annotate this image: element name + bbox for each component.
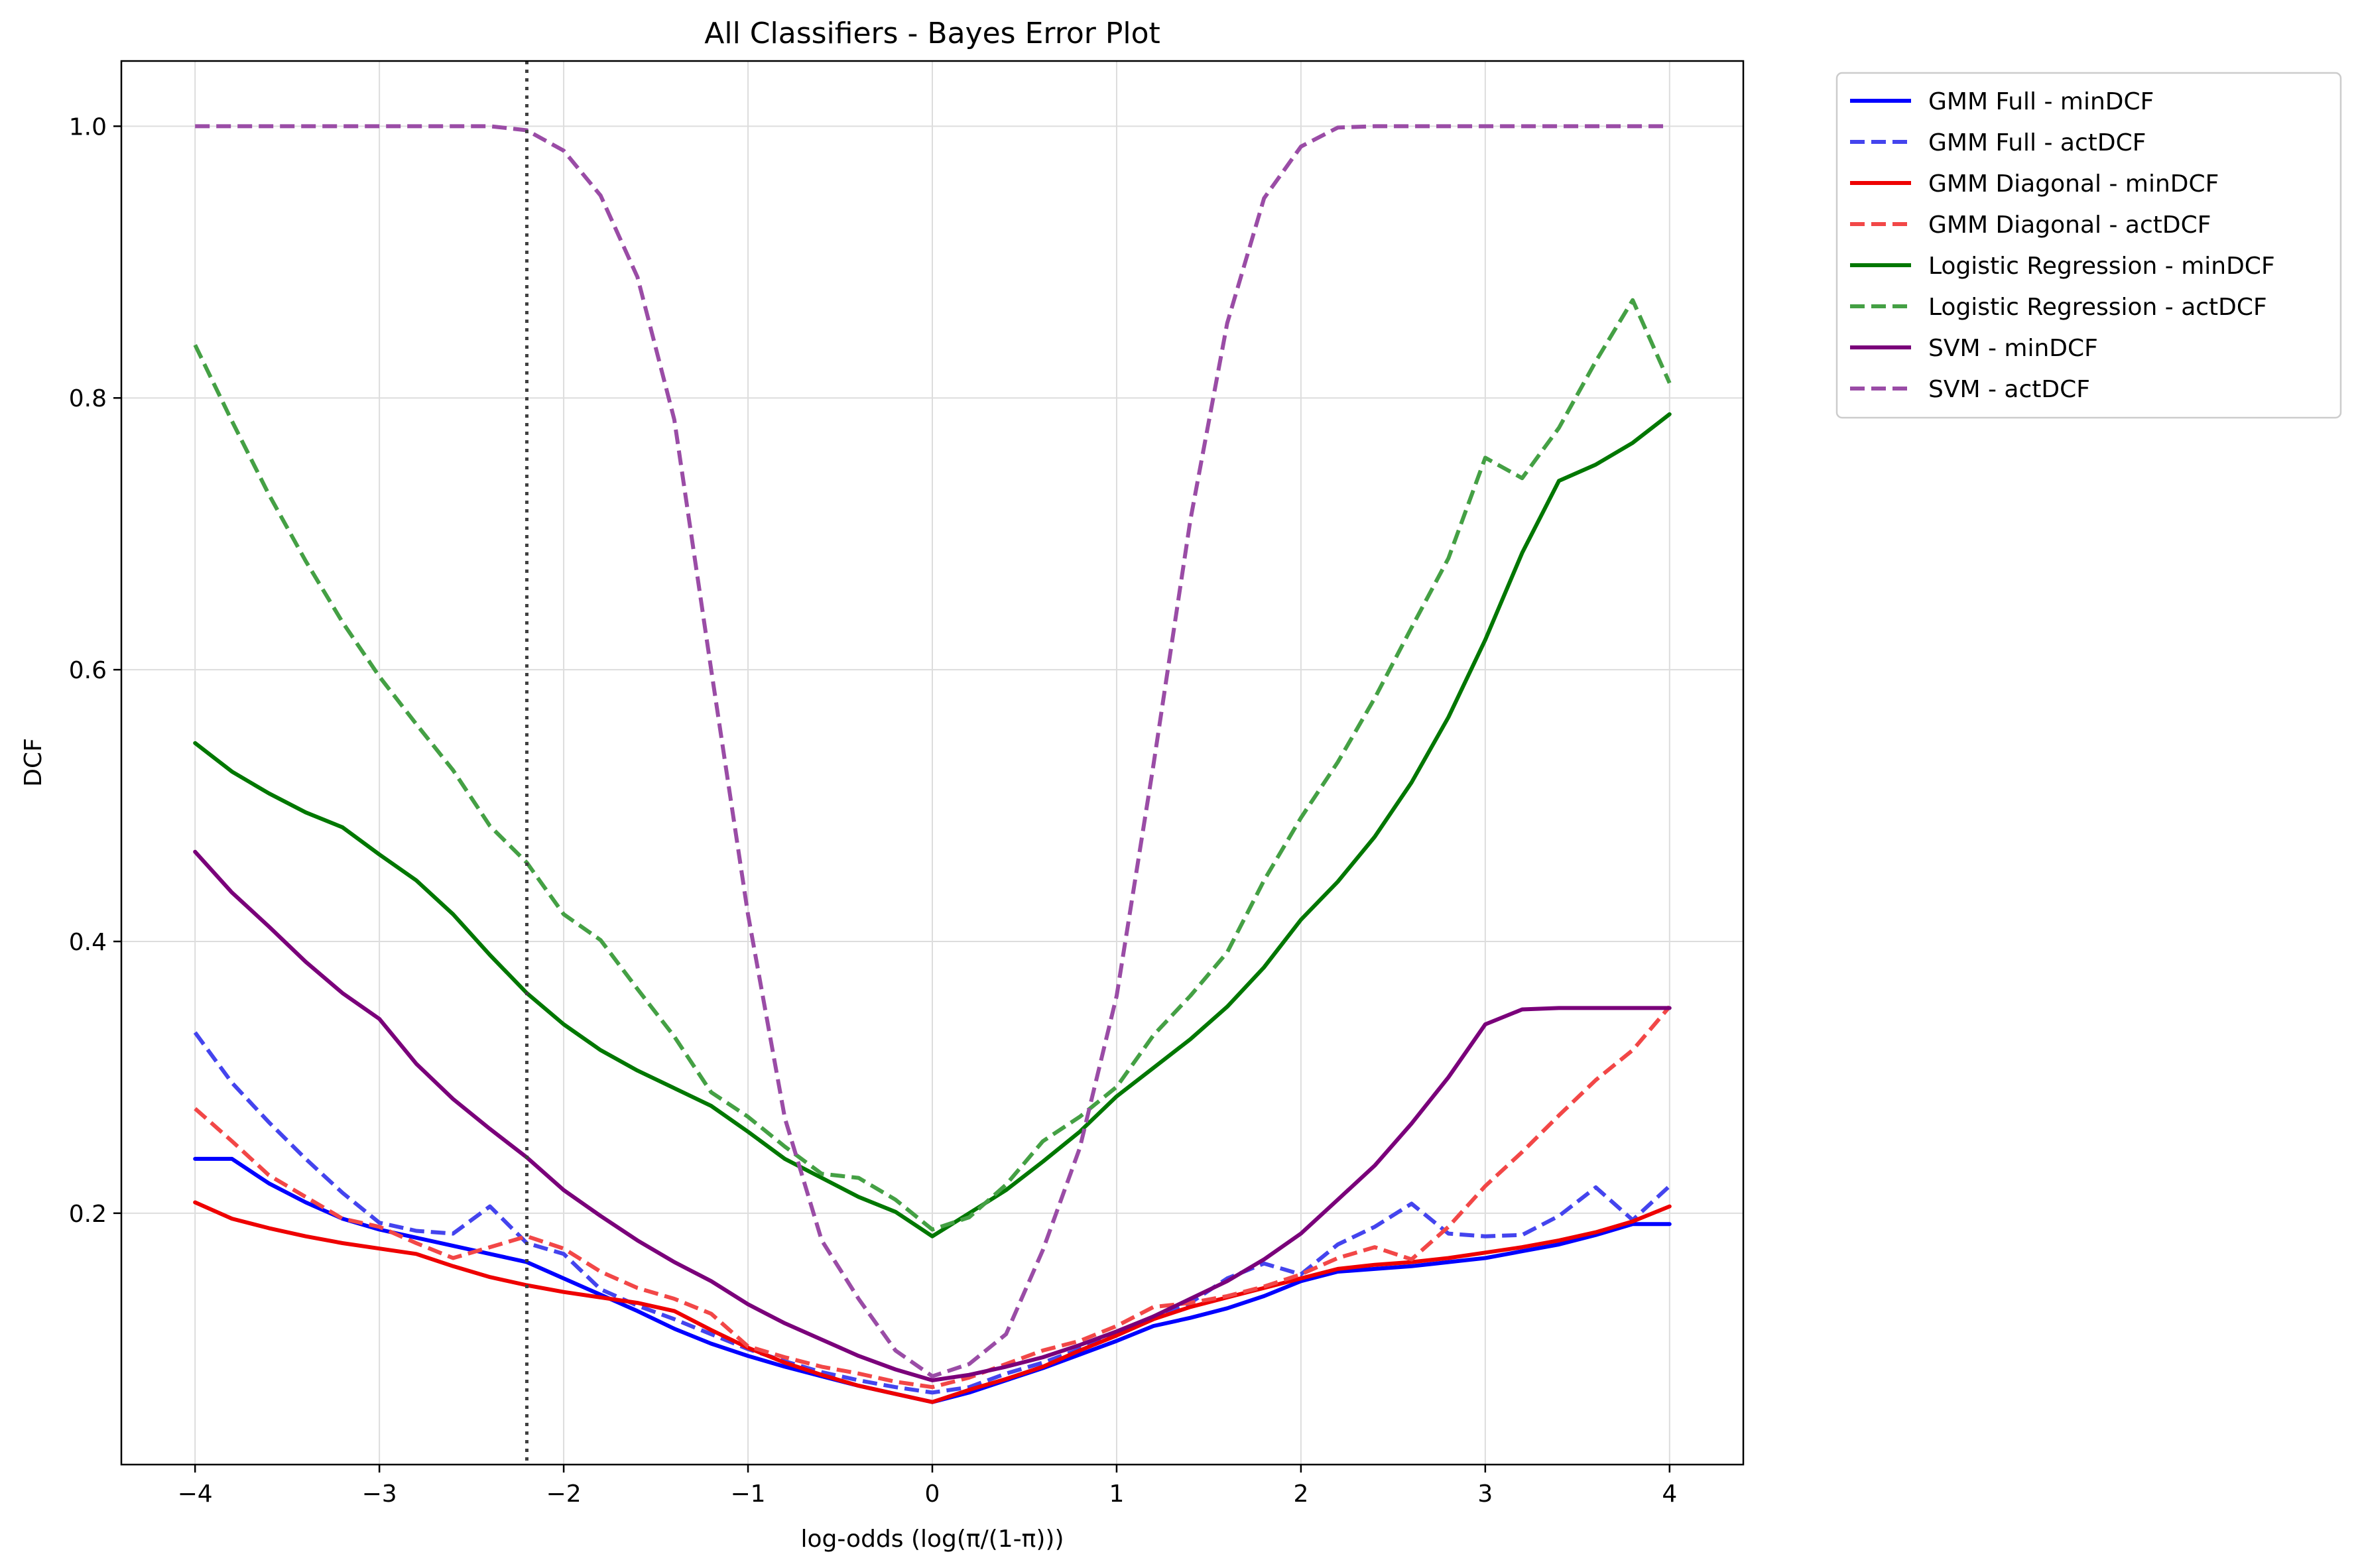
legend-box	[1835, 72, 2342, 419]
chart-title: All Classifiers - Bayes Error Plot	[704, 17, 1160, 50]
series-line-7	[195, 124, 1670, 1378]
y-axis-label: DCF	[20, 738, 47, 787]
series-line-6	[193, 849, 1672, 1382]
x-tick-label: 1	[1109, 1480, 1125, 1508]
plot-area-lines	[193, 61, 1672, 1465]
grid-lines	[121, 61, 1743, 1465]
y-tick-label: 0.6	[69, 657, 107, 684]
y-tick-label: 0.8	[69, 385, 107, 412]
y-axis-ticks: 0.2 0.4 0.6 0.8 1.0	[69, 113, 121, 1228]
legend-label-4: Logistic Regression - minDCF	[1928, 253, 2275, 280]
x-axis-ticks: −4 −3 −2 −1 0 1 2 3 4	[178, 1465, 1677, 1508]
series-line-5	[193, 298, 1672, 1232]
x-tick-label: −3	[362, 1480, 397, 1508]
y-tick-label: 1.0	[69, 113, 107, 141]
legend-label-7: SVM - actDCF	[1928, 376, 2090, 403]
x-tick-label: 4	[1662, 1480, 1677, 1508]
series-line-4	[193, 412, 1672, 1238]
series-line-1	[193, 1031, 1671, 1395]
x-tick-label: −2	[546, 1480, 582, 1508]
legend-label-3: GMM Diagonal - actDCF	[1928, 211, 2211, 239]
x-tick-label: −4	[178, 1480, 213, 1508]
x-tick-label: 3	[1477, 1480, 1493, 1508]
legend-label-1: GMM Full - actDCF	[1928, 129, 2146, 156]
x-tick-label: 2	[1293, 1480, 1308, 1508]
series-line-3	[194, 1005, 1672, 1390]
legend-label-6: SVM - minDCF	[1928, 335, 2098, 362]
legend-label-0: GMM Full - minDCF	[1928, 88, 2154, 115]
x-tick-label: 0	[925, 1480, 940, 1508]
y-tick-label: 0.2	[69, 1201, 107, 1228]
legend-label-2: GMM Diagonal - minDCF	[1928, 170, 2219, 198]
legend-label-5: Logistic Regression - actDCF	[1928, 294, 2267, 321]
legend: GMM Full - minDCF GMM Full - actDCF GMM Di…	[1835, 72, 2342, 419]
x-axis-label: log-odds (log(π/(1-π)))	[801, 1526, 1064, 1553]
series-line-2	[193, 1200, 1672, 1404]
y-tick-label: 0.4	[69, 929, 107, 956]
x-tick-label: −1	[731, 1480, 766, 1508]
